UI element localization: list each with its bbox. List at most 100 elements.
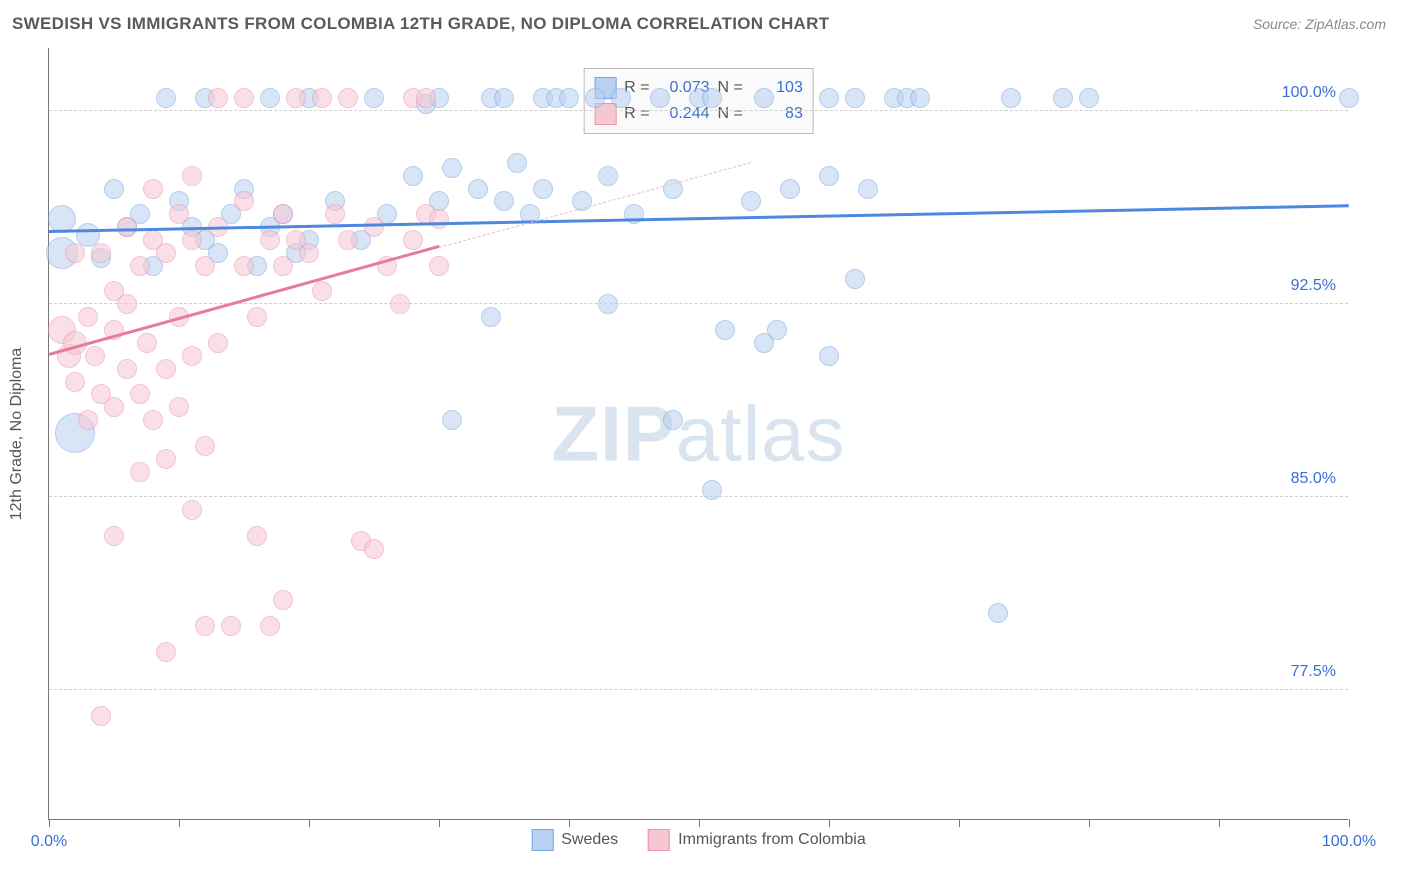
data-point bbox=[130, 462, 150, 482]
data-point bbox=[260, 616, 280, 636]
data-point bbox=[104, 526, 124, 546]
data-point bbox=[598, 166, 618, 186]
data-point bbox=[442, 158, 462, 178]
data-point bbox=[754, 88, 774, 108]
data-point bbox=[78, 410, 98, 430]
data-point bbox=[1053, 88, 1073, 108]
data-point bbox=[429, 209, 449, 229]
data-point bbox=[156, 243, 176, 263]
data-point bbox=[364, 217, 384, 237]
data-point bbox=[182, 500, 202, 520]
chart-title: SWEDISH VS IMMIGRANTS FROM COLOMBIA 12TH… bbox=[12, 14, 829, 34]
legend-label: Immigrants from Colombia bbox=[678, 831, 866, 849]
data-point bbox=[338, 230, 358, 250]
data-point bbox=[137, 333, 157, 353]
data-point bbox=[416, 88, 436, 108]
data-point bbox=[130, 256, 150, 276]
r-label: R = bbox=[624, 105, 649, 123]
legend-item: Immigrants from Colombia bbox=[648, 829, 866, 851]
y-axis-title: 12th Grade, No Diploma bbox=[8, 347, 26, 520]
data-point bbox=[65, 243, 85, 263]
data-point bbox=[845, 88, 865, 108]
data-point bbox=[624, 204, 644, 224]
data-point bbox=[234, 191, 254, 211]
data-point bbox=[559, 88, 579, 108]
data-point bbox=[260, 88, 280, 108]
data-point bbox=[468, 179, 488, 199]
data-point bbox=[507, 153, 527, 173]
data-point bbox=[1001, 88, 1021, 108]
data-point bbox=[104, 179, 124, 199]
data-point bbox=[208, 333, 228, 353]
data-point bbox=[91, 706, 111, 726]
data-point bbox=[104, 397, 124, 417]
legend-label: Swedes bbox=[561, 831, 618, 849]
data-point bbox=[858, 179, 878, 199]
data-point bbox=[182, 230, 202, 250]
x-tick bbox=[1089, 819, 1090, 827]
data-point bbox=[195, 436, 215, 456]
data-point bbox=[650, 88, 670, 108]
data-point bbox=[494, 88, 514, 108]
data-point bbox=[741, 191, 761, 211]
y-tick-label: 85.0% bbox=[1287, 470, 1340, 488]
x-tick bbox=[959, 819, 960, 827]
data-point bbox=[598, 294, 618, 314]
data-point bbox=[780, 179, 800, 199]
data-point bbox=[702, 480, 722, 500]
data-point bbox=[156, 642, 176, 662]
data-point bbox=[442, 410, 462, 430]
data-point bbox=[182, 166, 202, 186]
y-tick-label: 100.0% bbox=[1278, 84, 1340, 102]
data-point bbox=[85, 346, 105, 366]
data-point bbox=[988, 603, 1008, 623]
data-point bbox=[481, 307, 501, 327]
data-point bbox=[390, 294, 410, 314]
gridline-h bbox=[49, 689, 1348, 690]
x-tick bbox=[179, 819, 180, 827]
scatter-plot: 12th Grade, No Diploma ZIPatlas R = 0.07… bbox=[48, 48, 1348, 820]
trend-line bbox=[439, 162, 751, 248]
x-tick bbox=[829, 819, 830, 827]
data-point bbox=[78, 307, 98, 327]
data-point bbox=[1079, 88, 1099, 108]
data-point bbox=[819, 346, 839, 366]
y-tick-label: 77.5% bbox=[1287, 663, 1340, 681]
data-point bbox=[585, 88, 605, 108]
data-point bbox=[156, 449, 176, 469]
data-point bbox=[208, 88, 228, 108]
x-tick-label: 100.0% bbox=[1322, 833, 1376, 851]
x-tick bbox=[1219, 819, 1220, 827]
data-point bbox=[494, 191, 514, 211]
gridline-h bbox=[49, 303, 1348, 304]
data-point bbox=[247, 526, 267, 546]
data-point bbox=[364, 88, 384, 108]
data-point bbox=[819, 88, 839, 108]
legend-swatch bbox=[531, 829, 553, 851]
data-point bbox=[234, 256, 254, 276]
data-point bbox=[143, 410, 163, 430]
data-point bbox=[429, 256, 449, 276]
data-point bbox=[117, 359, 137, 379]
data-point bbox=[403, 166, 423, 186]
data-point bbox=[247, 307, 267, 327]
data-point bbox=[195, 616, 215, 636]
data-point bbox=[156, 359, 176, 379]
x-tick bbox=[439, 819, 440, 827]
data-point bbox=[169, 204, 189, 224]
data-point bbox=[143, 179, 163, 199]
data-point bbox=[910, 88, 930, 108]
data-point bbox=[767, 320, 787, 340]
data-point bbox=[702, 88, 722, 108]
data-point bbox=[312, 88, 332, 108]
data-point bbox=[1339, 88, 1359, 108]
data-point bbox=[117, 217, 137, 237]
data-point bbox=[663, 410, 683, 430]
data-point bbox=[273, 256, 293, 276]
gridline-h bbox=[49, 496, 1348, 497]
data-point bbox=[130, 384, 150, 404]
series-legend: Swedes Immigrants from Colombia bbox=[531, 829, 866, 851]
watermark: ZIPatlas bbox=[551, 388, 845, 479]
x-tick bbox=[699, 819, 700, 827]
data-point bbox=[169, 397, 189, 417]
